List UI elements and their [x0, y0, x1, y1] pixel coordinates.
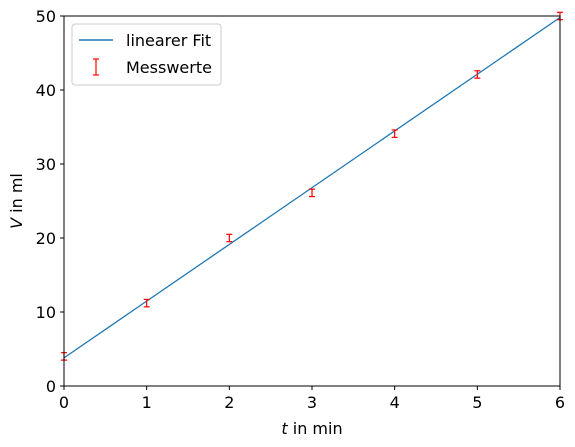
legend-label-fit: linearer Fit [126, 31, 211, 50]
legend: linearer Fit Messwerte [71, 23, 222, 86]
x-tick-label: 1 [142, 393, 152, 412]
ticks-layer: 0 1 2 3 4 5 6 0 10 20 30 40 50 [36, 7, 565, 412]
errorbar-point [309, 188, 315, 198]
y-axis-label: V in ml [7, 173, 26, 229]
y-tick-label: 30 [36, 155, 56, 174]
errorbar-point [391, 129, 398, 138]
x-tick-label: 2 [224, 393, 234, 412]
x-tick-label: 4 [390, 393, 400, 412]
x-tick-label: 3 [307, 393, 317, 412]
y-tick-label: 10 [36, 303, 56, 322]
errorbar-point [143, 298, 150, 308]
errorbar-point [226, 233, 233, 243]
y-tick-label: 0 [46, 377, 56, 396]
legend-label-measurements: Messwerte [126, 58, 212, 77]
plot-layer [61, 11, 563, 361]
x-tick-label: 5 [472, 393, 482, 412]
x-axis-label: t in min [281, 419, 342, 438]
x-tick-label: 0 [59, 393, 69, 412]
plot-frame [63, 15, 561, 387]
x-tick-label: 6 [555, 393, 565, 412]
y-tick-label: 20 [36, 229, 56, 248]
errorbar-point [474, 70, 481, 79]
y-tick-label: 40 [36, 81, 56, 100]
y-tick-label: 50 [36, 7, 56, 26]
legend-errorbar-swatch [93, 58, 99, 76]
